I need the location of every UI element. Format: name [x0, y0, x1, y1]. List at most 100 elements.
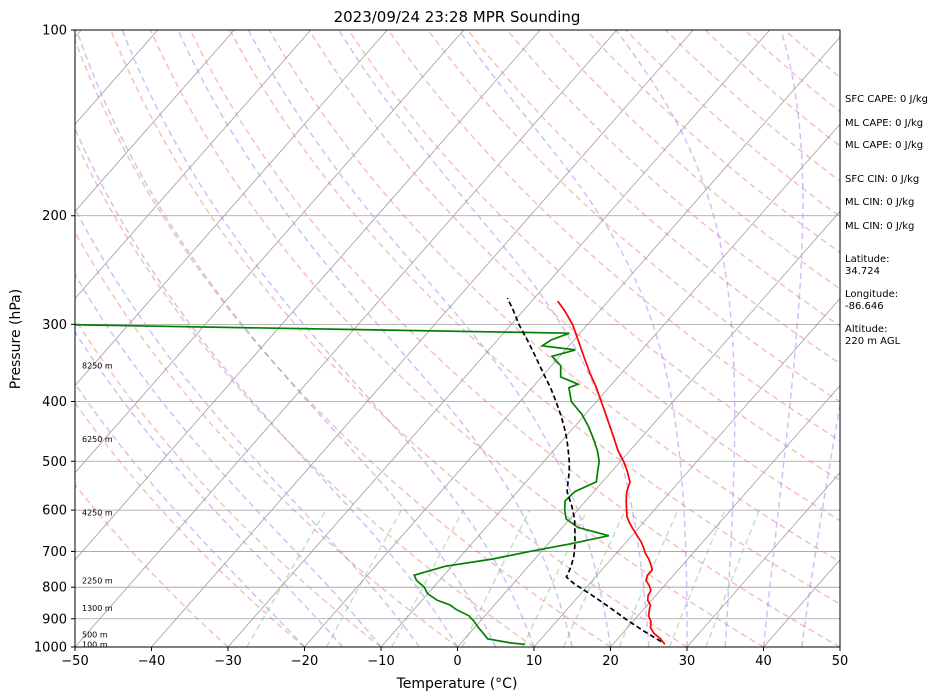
location-panel: Latitude: 34.724 Longitude: -86.646 Alti… [845, 254, 901, 347]
index-ml-cin-2: ML CIN: 0 J/kg [845, 221, 914, 232]
y-tick-label: 300 [42, 318, 67, 333]
moist-adiabat [457, 30, 688, 647]
moist-adiabat [762, 30, 804, 647]
dry-adiabat [189, 30, 840, 647]
temperature-profile [557, 300, 666, 645]
dry-adiabat [110, 30, 688, 647]
altitude-value: 220 m AGL [845, 336, 901, 347]
y-tick-label: 600 [42, 504, 67, 519]
moist-adiabat [177, 30, 574, 647]
dry-adiabat [75, 483, 229, 647]
x-axis: −50 −40 −30 −20 −10 0 10 20 30 40 50 [61, 647, 848, 669]
dry-adiabat [427, 30, 840, 403]
mixing-ratio-line [246, 509, 327, 647]
mixing-ratio-line [668, 509, 726, 647]
moist-adiabat [247, 30, 612, 647]
x-tick-label: 50 [832, 654, 849, 669]
x-tick-label: 20 [602, 654, 619, 669]
mixing-ratio-line [461, 509, 531, 647]
moist-adiabat [801, 400, 840, 647]
dry-adiabat [149, 30, 764, 647]
mixing-ratio-line [325, 509, 402, 647]
parcel-profile [506, 297, 662, 643]
isotherm [533, 297, 840, 647]
dry-adiabat [347, 30, 840, 482]
y-tick-label: 500 [42, 455, 67, 470]
sounding-series [75, 297, 666, 646]
background-grid [0, 30, 840, 647]
x-tick-label: 40 [755, 654, 772, 669]
isotherm [75, 30, 465, 474]
height-label: 2250 m [82, 576, 113, 585]
isotherm [75, 30, 618, 647]
x-tick-label: −40 [138, 654, 165, 669]
moist-adiabat [75, 382, 306, 647]
y-tick-label: 1000 [34, 641, 67, 656]
height-label: 500 m [82, 631, 108, 640]
x-tick-label: 30 [679, 654, 696, 669]
x-tick-label: 0 [453, 654, 461, 669]
moist-adiabat [75, 127, 459, 647]
dry-adiabat [75, 37, 611, 647]
x-axis-label: Temperature (°C) [396, 676, 518, 692]
moist-adiabat [615, 30, 736, 647]
moist-adiabat [75, 207, 420, 647]
isotherm [0, 30, 5, 647]
dry-adiabat [546, 30, 840, 290]
mixing-ratio-line [522, 509, 588, 647]
y-tick-label: 200 [42, 209, 67, 224]
y-axis-label: Pressure (hPa) [8, 289, 24, 389]
y-tick-label: 700 [42, 545, 67, 560]
dry-adiabat [387, 30, 840, 442]
x-tick-label: −10 [367, 654, 394, 669]
longitude-label: Longitude: [845, 289, 898, 300]
isotherm [304, 36, 840, 647]
index-sfc-cape: SFC CAPE: 0 J/kg [845, 94, 928, 105]
isotherm [151, 30, 694, 647]
dry-adiabat [75, 401, 305, 647]
altitude-label: Altitude: [845, 324, 887, 335]
indices-panel: SFC CAPE: 0 J/kg ML CAPE: 0 J/kg ML CAPE… [845, 94, 928, 232]
height-label: 8250 m [82, 362, 113, 371]
x-tick-label: −50 [61, 654, 88, 669]
latitude-value: 34.724 [845, 266, 880, 277]
index-ml-cin: ML CIN: 0 J/kg [845, 197, 914, 208]
plot-frame [74, 29, 841, 648]
latitude-label: Latitude: [845, 254, 890, 265]
isotherm [380, 123, 840, 647]
isotherm [227, 30, 771, 647]
index-ml-cape-2: ML CAPE: 0 J/kg [845, 140, 923, 151]
moist-adiabat [75, 30, 497, 647]
x-tick-label: −20 [291, 654, 318, 669]
isotherm [457, 210, 840, 647]
dry-adiabat [75, 138, 535, 647]
isotherm [75, 30, 312, 300]
index-sfc-cin: SFC CIN: 0 J/kg [845, 174, 919, 185]
y-tick-label: 900 [42, 612, 67, 627]
height-label: 4250 m [82, 508, 113, 517]
dry-adiabat [308, 30, 840, 522]
y-tick-label: 800 [42, 581, 67, 596]
isotherm [75, 30, 235, 212]
x-tick-label: 10 [526, 654, 543, 669]
isotherm [686, 472, 840, 647]
y-tick-label: 100 [42, 24, 67, 39]
isotherm [610, 385, 840, 647]
moist-adiabat [121, 30, 535, 647]
y-axis: 100 200 300 400 500 600 700 800 900 1000 [34, 24, 75, 656]
isotherm [75, 30, 541, 561]
chart-title: 2023/09/24 23:28 MPR Sounding [334, 8, 581, 26]
height-label: 6250 m [82, 435, 113, 444]
index-ml-cape: ML CAPE: 0 J/kg [845, 118, 923, 129]
mixing-ratio-line [391, 509, 464, 647]
height-label: 1300 m [82, 604, 113, 613]
longitude-value: -86.646 [845, 301, 884, 312]
dry-adiabat [268, 30, 840, 563]
dewpoint-profile [75, 323, 610, 646]
x-tick-label: −30 [214, 654, 241, 669]
isotherm [75, 30, 388, 387]
mixing-ratio-line [705, 509, 760, 647]
y-tick-label: 400 [42, 395, 67, 410]
